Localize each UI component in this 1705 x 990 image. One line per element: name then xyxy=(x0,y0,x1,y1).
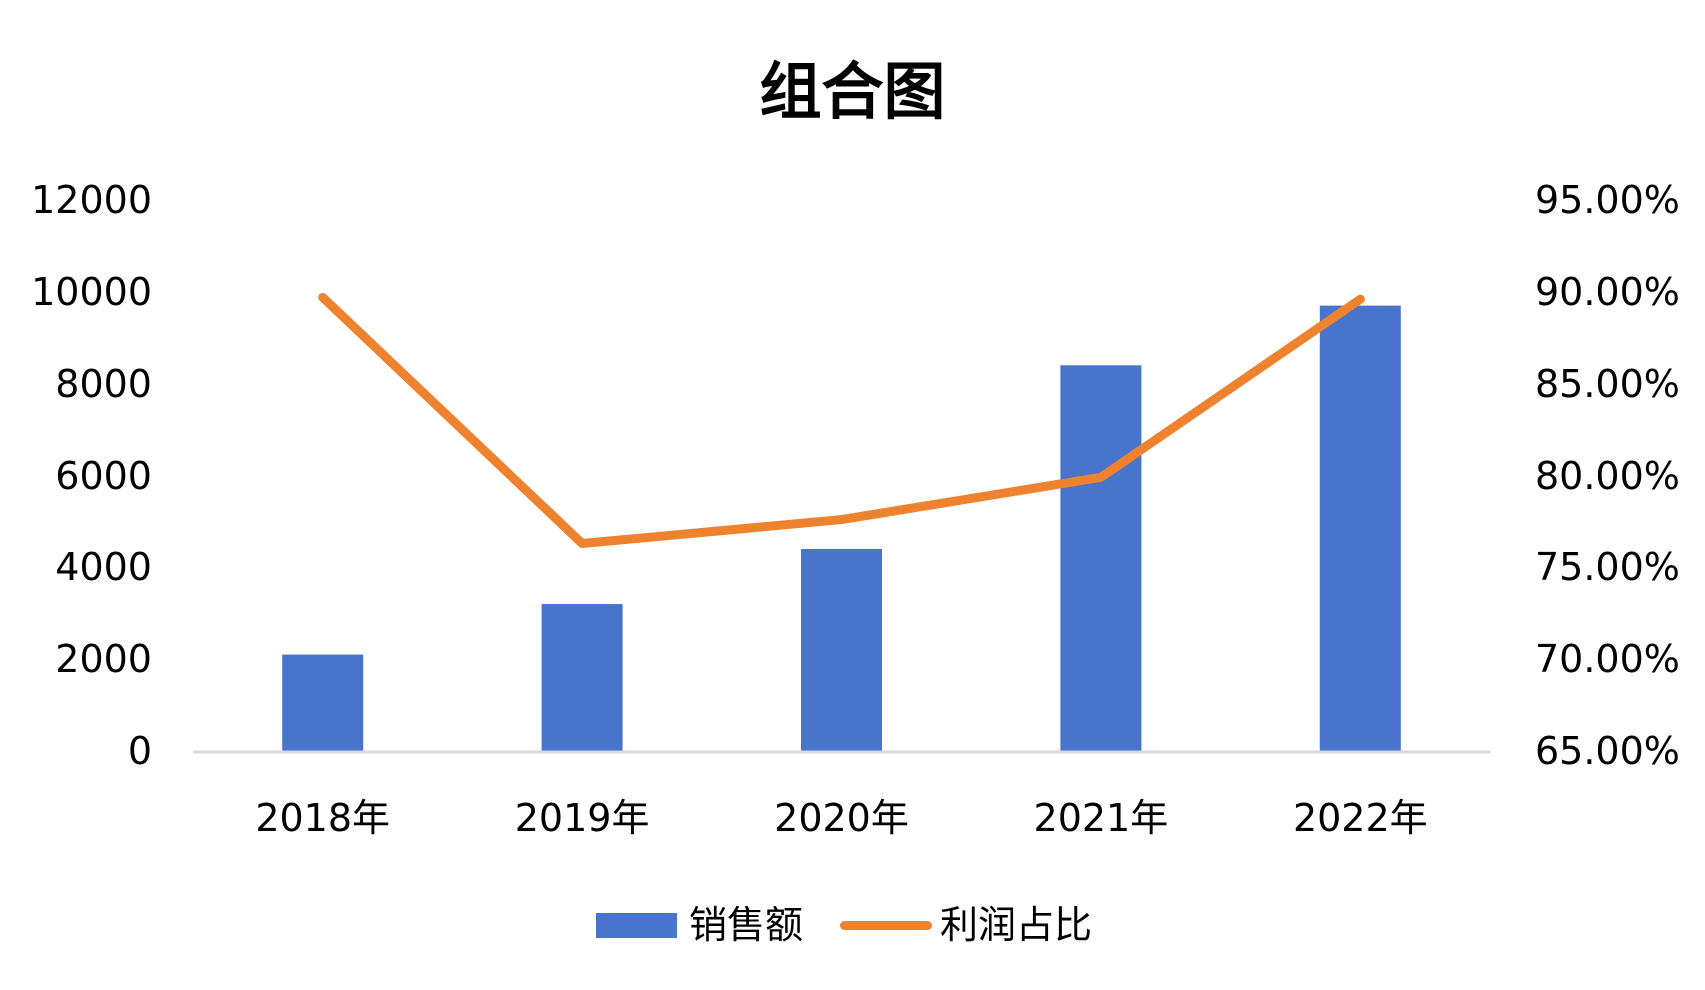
x-tick-label: 2021年 xyxy=(1033,796,1169,840)
left-y-tick: 6000 xyxy=(55,453,152,498)
legend-item-sales[interactable]: 销售额 xyxy=(596,900,803,950)
bar-swatch-icon xyxy=(596,912,677,938)
left-y-tick: 0 xyxy=(127,729,152,773)
left-y-tick: 12000 xyxy=(31,178,152,222)
right-y-tick: 85.00% xyxy=(1535,361,1680,406)
bar-2019年[interactable] xyxy=(541,604,623,751)
line-swatch-icon xyxy=(840,920,932,930)
x-tick-label: 2020年 xyxy=(774,796,909,840)
right-y-tick: 95.00% xyxy=(1535,178,1680,222)
x-tick-label: 2022年 xyxy=(1292,796,1428,840)
right-y-tick: 90.00% xyxy=(1535,269,1680,314)
x-tick-label: 2019年 xyxy=(514,796,650,840)
bar-2020年[interactable] xyxy=(801,548,882,751)
legend-item-profit-ratio[interactable]: 利润占比 xyxy=(840,900,1092,950)
legend-label-sales: 销售额 xyxy=(689,903,804,947)
left-y-tick: 10000 xyxy=(31,269,152,314)
profit-ratio-line[interactable] xyxy=(318,292,1365,548)
right-y-tick: 70.00% xyxy=(1535,637,1680,682)
chart-title: 组合图 xyxy=(759,55,946,128)
legend: 销售额 利润占比 xyxy=(0,900,1705,950)
bar-2021年[interactable] xyxy=(1060,365,1142,751)
right-y-tick: 80.00% xyxy=(1535,453,1680,498)
right-y-tick: 65.00% xyxy=(1535,729,1680,773)
bar-2022年[interactable] xyxy=(1319,305,1401,751)
bar-2018年[interactable] xyxy=(282,654,364,751)
left-y-tick: 8000 xyxy=(55,361,152,406)
right-y-tick: 75.00% xyxy=(1535,545,1680,590)
left-y-tick: 4000 xyxy=(55,545,152,590)
x-tick-label: 2018年 xyxy=(255,796,391,840)
legend-label-profit-ratio: 利润占比 xyxy=(940,903,1093,947)
left-y-tick: 2000 xyxy=(55,637,152,682)
